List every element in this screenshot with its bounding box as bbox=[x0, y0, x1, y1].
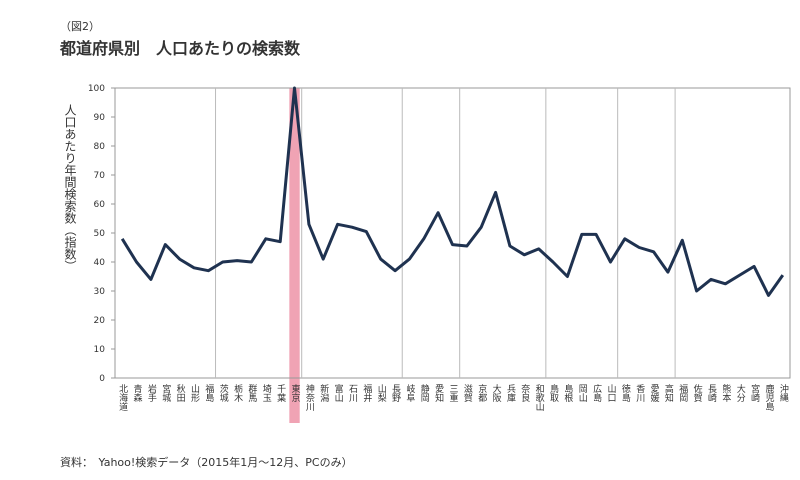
x-tick-label: 岐阜 bbox=[404, 383, 415, 403]
x-tick-label: 長野 bbox=[390, 384, 401, 402]
x-tick-label: 静岡 bbox=[419, 383, 430, 403]
y-tick-label: 10 bbox=[94, 345, 106, 355]
x-tick-label: 神奈川 bbox=[304, 383, 315, 411]
x-tick-label: 千葉 bbox=[275, 384, 286, 403]
x-tick-label: 山梨 bbox=[376, 384, 387, 403]
x-tick-label: 和歌山 bbox=[534, 384, 545, 411]
x-tick-label: 宮崎 bbox=[749, 383, 760, 402]
x-tick-label: 高知 bbox=[663, 383, 674, 403]
y-tick-label: 40 bbox=[94, 258, 106, 268]
x-tick-label: 沖縄 bbox=[778, 383, 789, 402]
x-tick-label: 岡山 bbox=[577, 384, 588, 402]
plot-frame bbox=[114, 87, 791, 379]
x-tick-label: 秋田 bbox=[175, 383, 186, 403]
x-tick-label: 埼玉 bbox=[261, 383, 272, 402]
x-tick-label: 佐賀 bbox=[692, 383, 703, 403]
x-tick-label: 福島 bbox=[203, 383, 214, 403]
x-tick-label: 奈良 bbox=[519, 383, 530, 403]
x-tick-label: 大阪 bbox=[491, 383, 502, 403]
y-tick-label: 0 bbox=[99, 374, 105, 384]
x-tick-label: 熊本 bbox=[720, 383, 731, 403]
x-tick-label: 兵庫 bbox=[505, 383, 515, 403]
x-tick-label: 宮城 bbox=[160, 383, 171, 403]
x-tick-label: 新潟 bbox=[318, 383, 329, 403]
y-tick-label: 80 bbox=[94, 142, 106, 152]
chart-title: 都道府県別 人口あたりの検索数 bbox=[59, 39, 301, 58]
x-tick-label: 愛知 bbox=[433, 383, 444, 403]
x-tick-label: 長崎 bbox=[706, 384, 717, 402]
x-tick-label: 山形 bbox=[189, 384, 200, 403]
highlight-band bbox=[289, 88, 300, 423]
x-tick-label: 鹿児島 bbox=[763, 383, 774, 412]
x-tick-label: 京都 bbox=[476, 383, 487, 403]
y-tick-label: 60 bbox=[94, 200, 106, 210]
x-tick-label: 香川 bbox=[634, 384, 645, 402]
y-tick-label: 90 bbox=[94, 113, 106, 123]
x-tick-label: 鳥取 bbox=[548, 383, 559, 403]
x-tick-label: 滋賀 bbox=[462, 383, 473, 403]
y-tick-label: 30 bbox=[94, 287, 106, 297]
x-tick-label: 大分 bbox=[735, 383, 746, 403]
x-tick-label: 群馬 bbox=[246, 383, 256, 403]
source-note: 資料： Yahoo!検索データ（2015年1月〜12月、PCのみ） bbox=[60, 455, 353, 469]
y-tick-label: 50 bbox=[94, 229, 106, 239]
data-line bbox=[120, 86, 785, 297]
x-tick-label: 山口 bbox=[605, 384, 616, 402]
y-tick-label: 70 bbox=[94, 171, 106, 181]
x-tick-label: 愛媛 bbox=[649, 383, 660, 403]
y-axis-label: 人口あたり年間検索数（指数） bbox=[63, 104, 77, 272]
x-tick-label: 青森 bbox=[132, 383, 143, 403]
x-tick-label: 東京 bbox=[290, 383, 301, 403]
y-tick-label: 20 bbox=[94, 316, 106, 326]
x-tick-label: 茨城 bbox=[218, 383, 229, 403]
x-tick-label: 島根 bbox=[562, 383, 573, 403]
x-tick-label: 三重 bbox=[448, 384, 459, 402]
x-tick-label: 富山 bbox=[333, 383, 344, 402]
x-tick-label: 北海道 bbox=[117, 384, 128, 412]
y-tick-label: 100 bbox=[88, 84, 105, 94]
x-tick-label: 広島 bbox=[591, 383, 602, 403]
x-tick-label: 福岡 bbox=[677, 383, 688, 403]
x-tick-label: 岩手 bbox=[146, 383, 157, 403]
x-tick-label: 福井 bbox=[361, 383, 372, 403]
x-tick-label: 徳島 bbox=[620, 383, 631, 403]
chart-caption: （図2） bbox=[60, 20, 100, 33]
x-tick-label: 石川 bbox=[347, 384, 358, 402]
x-tick-label: 栃木 bbox=[232, 383, 243, 403]
